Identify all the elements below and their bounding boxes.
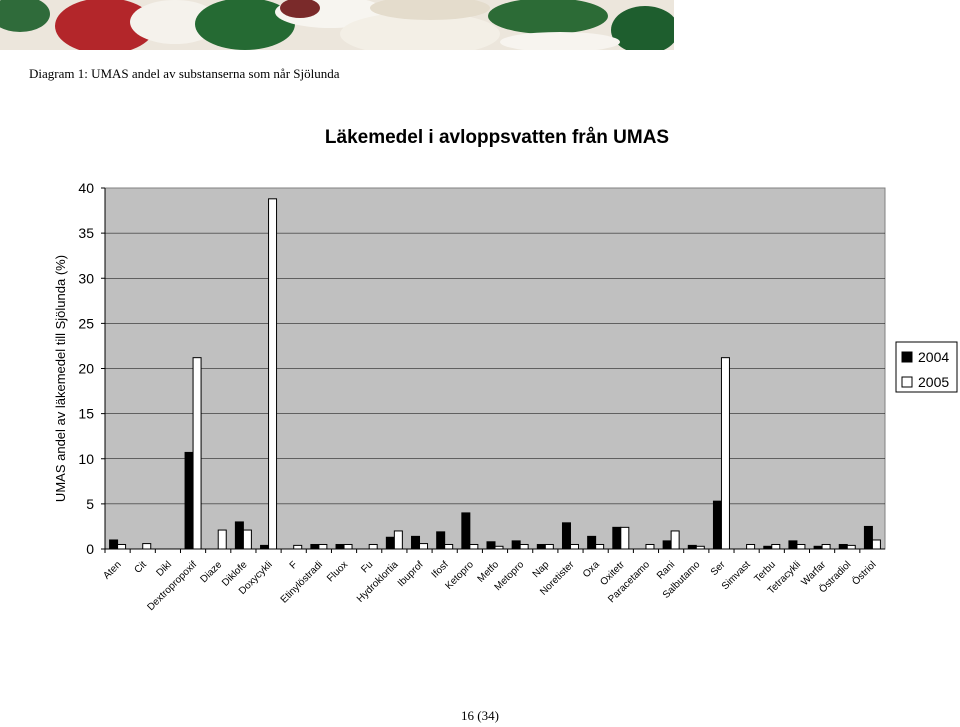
bar-2005-5 — [217, 529, 227, 550]
bar-2005-28 — [796, 543, 806, 550]
bar-2005-25 — [720, 357, 730, 550]
bar-chart: Läkemedel i avloppsvatten från UMAS 0 5 10 1… — [53, 127, 958, 613]
capsule-banner-image — [0, 0, 674, 50]
bar-2005-7 — [268, 198, 278, 550]
bar-2005-22 — [645, 543, 655, 550]
bar-2004-30 — [838, 543, 848, 550]
bar-2004-4 — [184, 451, 194, 550]
bar-2004-24 — [687, 544, 697, 550]
bar-2004-20 — [587, 535, 597, 550]
bar-2005-27 — [771, 543, 781, 550]
x-tick-label: Rani — [655, 559, 677, 581]
x-tick-label: Ifosf — [430, 559, 451, 580]
bar-2004-19 — [561, 522, 571, 550]
legend-swatch-2004 — [901, 351, 913, 363]
x-tick-label: Ibuprof — [396, 559, 426, 589]
x-tick-label: Fu — [359, 559, 375, 575]
bar-2004-9 — [310, 543, 320, 550]
y-tick-label: 35 — [78, 225, 94, 241]
bar-2004-15 — [461, 512, 471, 550]
bar-2005-30 — [846, 544, 856, 550]
bar-2005-8 — [293, 544, 303, 550]
bar-2004-7 — [260, 544, 270, 550]
y-tick-label: 0 — [86, 541, 94, 557]
x-tick-label: Oxa — [581, 559, 602, 580]
bar-2004-16 — [486, 541, 496, 550]
chart-title: Läkemedel i avloppsvatten från UMAS — [325, 127, 669, 148]
bar-2005-24 — [695, 545, 705, 550]
y-tick-label: 15 — [78, 406, 94, 422]
bar-2005-17 — [519, 543, 529, 550]
bar-2005-18 — [544, 543, 554, 550]
x-tick-label: Ser — [709, 559, 728, 578]
bar-2004-18 — [536, 543, 546, 550]
bar-2004-14 — [436, 531, 446, 550]
bar-2004-27 — [763, 545, 773, 550]
bar-2005-14 — [444, 543, 454, 550]
bar-2005-19 — [569, 543, 579, 550]
bar-2004-13 — [411, 535, 421, 550]
bar-2005-13 — [419, 543, 429, 550]
y-tick-label: 40 — [78, 180, 94, 196]
x-tick-label: Cit — [132, 559, 149, 576]
legend-label-2005: 2005 — [918, 374, 949, 390]
bar-2005-29 — [821, 543, 831, 550]
x-tick-label: Ketopro — [443, 559, 476, 592]
bar-2004-12 — [385, 536, 395, 550]
x-tick-label: Etinylöstradi — [279, 559, 325, 605]
bar-2005-2 — [142, 543, 152, 550]
y-tick-label: 25 — [78, 315, 94, 331]
bar-2005-20 — [595, 543, 605, 550]
bar-2005-15 — [469, 543, 479, 550]
x-tick-label: Simvast — [720, 559, 753, 592]
bar-2004-25 — [712, 500, 722, 550]
bar-2005-10 — [343, 543, 353, 550]
y-axis-label: UMAS andel av läkemedel till Sjölunda (%… — [53, 255, 68, 502]
bar-2004-21 — [612, 526, 622, 550]
y-tick-label: 10 — [78, 451, 94, 467]
figure-caption: Diagram 1: UMAS andel av substanserna so… — [29, 66, 340, 81]
bar-2005-21 — [620, 526, 630, 550]
legend-swatch-2005 — [901, 376, 913, 388]
page-number: 16 (34) — [461, 708, 499, 723]
bar-2005-16 — [494, 545, 504, 550]
y-tick-label: 20 — [78, 361, 94, 377]
x-tick-label: Fluox — [325, 559, 350, 584]
y-tick-label: 5 — [86, 496, 94, 512]
x-tick-label: Nap — [531, 559, 552, 580]
x-tick-label: Dikl — [154, 559, 174, 579]
bar-2005-23 — [670, 530, 680, 550]
bar-2004-28 — [788, 540, 798, 550]
legend-label-2004: 2004 — [918, 349, 949, 365]
bar-2005-11 — [368, 543, 378, 550]
x-tick-label: Östriol — [850, 559, 879, 588]
bar-2004-10 — [335, 543, 345, 550]
x-tick-label: Aten — [101, 559, 123, 581]
x-tick-label: F — [288, 559, 300, 571]
bar-2005-12 — [393, 530, 403, 550]
bar-2004-6 — [234, 521, 244, 550]
bar-2004-1 — [109, 539, 119, 550]
bar-2005-9 — [318, 543, 328, 550]
bar-2004-23 — [662, 540, 672, 550]
bar-2004-17 — [511, 540, 521, 550]
bar-2005-31 — [871, 539, 881, 550]
y-tick-label: 30 — [78, 270, 94, 286]
bar-2004-29 — [813, 545, 823, 550]
bar-2005-4 — [192, 357, 202, 550]
bar-2004-31 — [863, 525, 873, 550]
bar-2005-1 — [117, 543, 127, 550]
bar-2005-6 — [242, 529, 252, 550]
bar-2005-26 — [746, 543, 756, 550]
